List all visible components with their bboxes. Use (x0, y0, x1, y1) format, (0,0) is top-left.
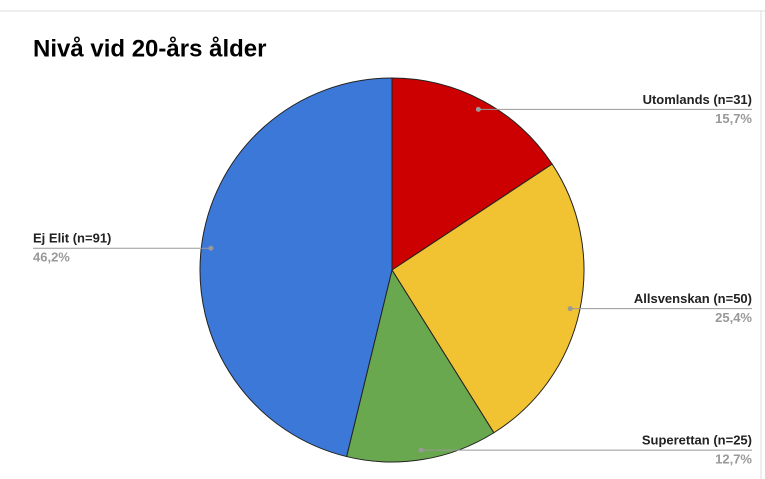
slice-percent: 12,7% (715, 452, 752, 467)
leader-dot (418, 447, 424, 453)
slice-percent: 46,2% (33, 250, 70, 265)
slice-label: Allsvenskan (n=50) (634, 291, 752, 306)
pie-slice (391, 163, 585, 434)
pie-slice (199, 77, 393, 458)
slice-label: Superettan (n=25) (642, 433, 752, 448)
pie-slice (391, 77, 553, 271)
pie-slice (345, 268, 495, 463)
slice-label: Utomlands (n=31) (643, 92, 752, 107)
leader-dot (567, 306, 573, 312)
slice-label: Ej Elit (n=91) (33, 231, 111, 246)
slice-percent: 25,4% (715, 310, 752, 325)
leader-dot (208, 245, 214, 251)
slice-percent: 15,7% (715, 111, 752, 126)
leader-dot (475, 106, 481, 112)
chart-title: Nivå vid 20-års ålder (33, 35, 266, 62)
